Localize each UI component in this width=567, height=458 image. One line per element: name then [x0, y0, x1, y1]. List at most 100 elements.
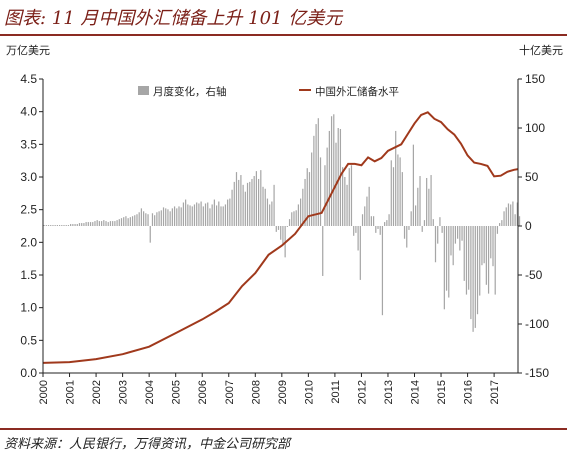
x-axis-tick-label: 2012 — [356, 380, 368, 404]
monthly-change-bar — [401, 172, 403, 226]
monthly-change-bar — [87, 222, 89, 226]
monthly-change-bar — [167, 209, 169, 226]
monthly-change-bar — [136, 214, 138, 226]
monthly-change-bar — [481, 226, 483, 266]
title-rule — [0, 34, 567, 36]
monthly-change-bar — [353, 226, 355, 236]
monthly-change-bar — [200, 201, 202, 226]
monthly-change-bar — [116, 220, 118, 226]
monthly-change-bar — [319, 157, 322, 226]
monthly-change-bar — [395, 130, 397, 226]
monthly-change-bar — [198, 203, 200, 226]
monthly-change-bar — [131, 216, 134, 226]
monthly-change-bar — [271, 201, 273, 226]
monthly-change-bar — [342, 167, 344, 226]
monthly-change-bar — [218, 201, 220, 226]
monthly-change-bar — [109, 221, 112, 226]
monthly-change-bar — [328, 130, 330, 226]
monthly-change-bar — [410, 211, 412, 226]
left-axis-tick-label: 4.5 — [20, 72, 37, 86]
monthly-change-bar — [419, 176, 421, 226]
left-axis-tick-label: 0.5 — [20, 333, 37, 347]
monthly-change-bar — [430, 175, 432, 226]
monthly-change-bar — [459, 226, 461, 251]
monthly-change-bar — [100, 221, 103, 226]
monthly-change-bar — [182, 202, 185, 226]
monthly-change-bar — [85, 222, 87, 226]
x-axis-tick-label: 2007 — [224, 380, 236, 404]
monthly-change-bar — [61, 225, 63, 226]
monthly-change-bar — [324, 165, 326, 226]
monthly-change-bar — [231, 189, 233, 226]
monthly-change-bar — [501, 220, 503, 226]
monthly-change-bar — [238, 179, 240, 226]
monthly-change-bar — [516, 202, 518, 226]
monthly-change-bar — [472, 226, 474, 332]
monthly-change-bar — [81, 223, 83, 226]
monthly-change-bar — [129, 217, 131, 226]
monthly-change-bar — [317, 118, 319, 226]
monthly-change-bar — [140, 208, 143, 226]
monthly-change-bar — [388, 214, 390, 226]
monthly-change-bar — [145, 213, 147, 226]
monthly-change-bar — [229, 198, 231, 226]
monthly-change-bar — [366, 196, 368, 226]
monthly-change-bar — [213, 199, 215, 226]
monthly-change-bar — [355, 226, 357, 233]
x-axis-tick-label: 2014 — [410, 380, 422, 404]
monthly-change-bar — [406, 226, 408, 248]
source-note: 资料来源：人民银行，万得资讯，中金公司研究部 — [4, 437, 291, 452]
monthly-change-bar — [215, 205, 218, 226]
monthly-change-bar — [492, 226, 494, 267]
right-axis-tick-label: 50 — [525, 170, 539, 184]
monthly-change-bar — [220, 206, 222, 226]
monthly-change-bar — [160, 210, 162, 226]
right-axis-tick-label: -150 — [525, 366, 549, 380]
monthly-change-bar — [300, 198, 302, 226]
left-axis-unit: 万亿美元 — [6, 44, 50, 57]
monthly-change-bar — [149, 226, 151, 243]
monthly-change-bar — [125, 216, 127, 226]
monthly-change-bar — [127, 218, 129, 226]
monthly-change-bar — [485, 226, 487, 285]
monthly-change-bar — [70, 224, 72, 226]
left-axis-tick-label: 0.0 — [20, 366, 37, 380]
chart-title: 图表: 11 月中国外汇储备上升 101 亿美元 — [4, 8, 343, 29]
monthly-change-bar — [333, 114, 335, 226]
x-axis-tick-label: 2016 — [463, 380, 475, 404]
monthly-change-bar — [330, 116, 333, 226]
monthly-change-bar — [118, 219, 120, 226]
monthly-change-bar — [496, 226, 499, 234]
legend: 月度变化，右轴 中国外汇储备水平 — [138, 85, 399, 98]
monthly-change-bar — [434, 226, 437, 263]
monthly-change-bar — [377, 226, 379, 229]
x-axis-tick-label: 2002 — [91, 380, 103, 404]
x-axis-tick-label: 2015 — [436, 380, 448, 404]
monthly-change-bar — [476, 226, 479, 315]
monthly-change-bar — [187, 204, 189, 226]
monthly-change-bar — [222, 206, 224, 226]
monthly-change-bar — [384, 222, 386, 226]
right-axis-tick-label: -50 — [525, 268, 543, 282]
monthly-change-bar — [302, 188, 304, 226]
monthly-change-bar — [105, 221, 107, 226]
monthly-change-bar — [67, 225, 70, 226]
monthly-change-bar — [315, 124, 317, 226]
monthly-change-bar — [372, 216, 375, 226]
monthly-change-bar — [344, 177, 346, 226]
monthly-change-bar — [463, 226, 465, 281]
monthly-change-bar — [392, 167, 395, 226]
monthly-change-bar — [255, 171, 257, 226]
monthly-change-bar — [313, 135, 315, 226]
monthly-change-bar — [346, 184, 348, 226]
monthly-change-bar — [437, 226, 439, 244]
left-axis-tick-label: 2.0 — [20, 235, 37, 249]
monthly-change-bar — [304, 178, 306, 226]
left-axis-tick-label: 3.0 — [20, 170, 37, 184]
monthly-change-bar — [78, 223, 81, 226]
monthly-change-bar — [448, 226, 450, 298]
x-axis-tick-label: 2001 — [65, 380, 77, 404]
monthly-change-bar — [83, 223, 85, 226]
monthly-change-bar — [470, 226, 472, 320]
